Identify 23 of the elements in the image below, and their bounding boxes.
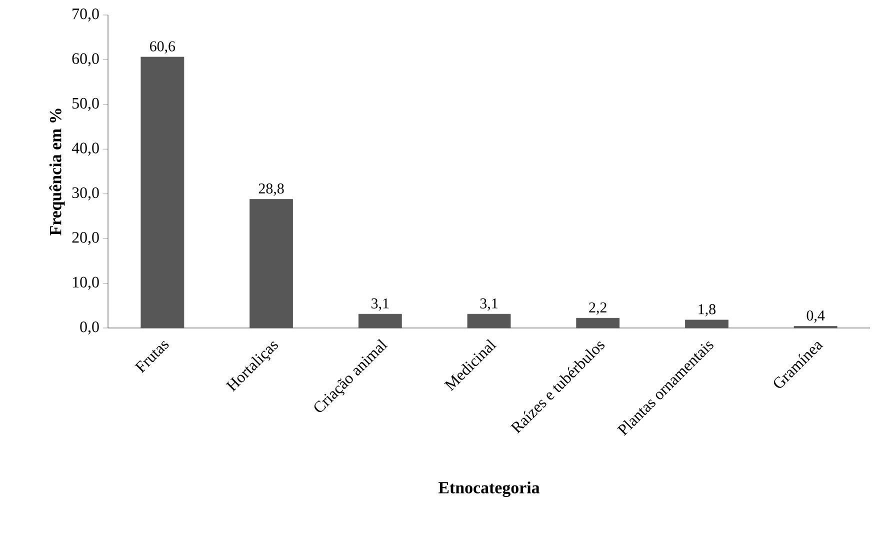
data-label: 1,8 — [698, 304, 716, 316]
bar — [685, 320, 728, 328]
y-tick-label: 30,0 — [72, 187, 99, 200]
data-label: 3,1 — [480, 298, 498, 311]
x-axis-title: Etnocategoria — [438, 482, 540, 497]
y-tick-label: 60,0 — [72, 53, 99, 66]
data-label: 2,2 — [589, 302, 606, 315]
y-tick-label: 20,0 — [72, 232, 99, 246]
bar — [358, 314, 402, 328]
y-tick-label: 40,0 — [72, 142, 99, 156]
data-label: 0,4 — [806, 310, 825, 323]
y-tick-label: 10,0 — [73, 276, 99, 290]
y-tick-label: 50,0 — [72, 98, 99, 111]
bar — [576, 318, 620, 328]
y-tick-label: 0,0 — [80, 321, 99, 335]
bar — [250, 199, 293, 328]
data-label: 28,8 — [258, 183, 284, 196]
bar — [140, 56, 184, 328]
y-tick-label: 70,0 — [72, 8, 99, 22]
data-label: 60,6 — [150, 41, 176, 54]
data-label: 3,1 — [372, 298, 389, 311]
bar — [467, 314, 511, 328]
y-axis-title: Frequência em % — [49, 108, 65, 236]
